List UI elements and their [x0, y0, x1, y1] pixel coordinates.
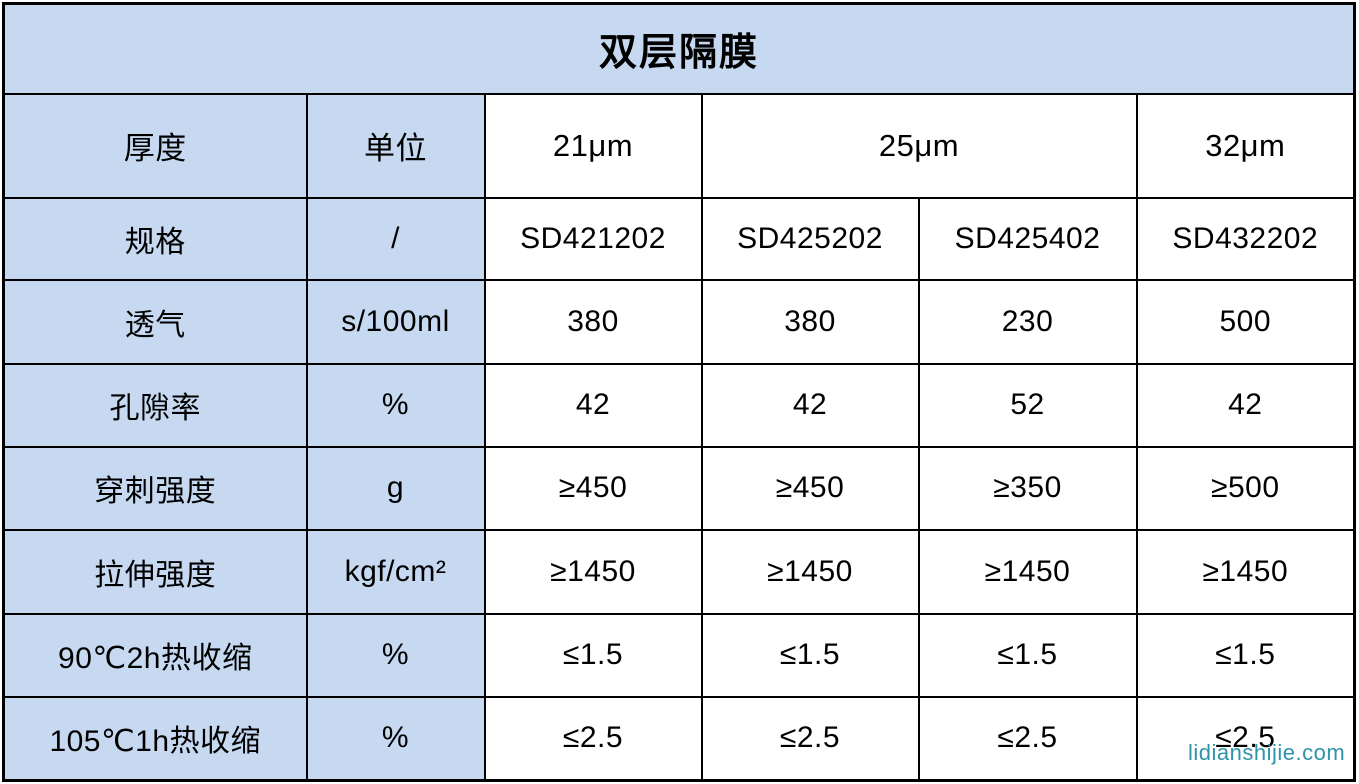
- row-label: 拉伸强度: [2, 528, 308, 615]
- table-row: 穿刺强度 g ≥450 ≥450 ≥350 ≥500: [2, 445, 1356, 531]
- value-cell: ≤2.5: [483, 695, 703, 782]
- value-cell: ≥1450: [483, 528, 703, 615]
- row-unit: /: [305, 196, 486, 281]
- value-cell: 380: [700, 278, 920, 365]
- value-cell: ≤1.5: [700, 612, 920, 698]
- row-label: 透气: [2, 278, 308, 365]
- table-row: 90℃2h热收缩 % ≤1.5 ≤1.5 ≤1.5 ≤1.5: [2, 612, 1356, 698]
- row-unit: %: [305, 695, 486, 782]
- value-cell: SD425402: [917, 196, 1138, 281]
- value-cell: 52: [917, 362, 1138, 448]
- value-cell: ≥500: [1135, 445, 1356, 531]
- column-header-25um: 25μm: [700, 92, 1138, 199]
- table-row: 规格 / SD421202 SD425202 SD425402 SD432202: [2, 196, 1356, 281]
- value-cell: ≤1.5: [917, 612, 1138, 698]
- row-label: 105℃1h热收缩: [2, 695, 308, 782]
- table-row: 105℃1h热收缩 % ≤2.5 ≤2.5 ≤2.5 ≤2.5: [2, 695, 1356, 782]
- row-label: 90℃2h热收缩: [2, 612, 308, 698]
- value-cell: ≤2.5: [700, 695, 920, 782]
- table-title: 双层隔膜: [2, 2, 1356, 95]
- value-cell: ≥1450: [700, 528, 920, 615]
- column-header-thickness: 厚度: [2, 92, 308, 199]
- value-cell: SD421202: [483, 196, 703, 281]
- row-unit: %: [305, 612, 486, 698]
- value-cell: ≥1450: [917, 528, 1138, 615]
- value-cell: ≥450: [483, 445, 703, 531]
- column-header-21um: 21μm: [483, 92, 703, 199]
- table-row: 透气 s/100ml 380 380 230 500: [2, 278, 1356, 365]
- row-unit: g: [305, 445, 486, 531]
- value-cell: 500: [1135, 278, 1356, 365]
- value-cell: ≥1450: [1135, 528, 1356, 615]
- table-row: 孔隙率 % 42 42 52 42: [2, 362, 1356, 448]
- value-cell: 230: [917, 278, 1138, 365]
- value-cell: SD432202: [1135, 196, 1356, 281]
- row-label: 孔隙率: [2, 362, 308, 448]
- value-cell: ≥450: [700, 445, 920, 531]
- value-cell: 42: [483, 362, 703, 448]
- value-cell: ≤1.5: [1135, 612, 1356, 698]
- value-cell: ≤1.5: [483, 612, 703, 698]
- row-unit: kgf/cm²: [305, 528, 486, 615]
- column-header-unit: 单位: [305, 92, 486, 199]
- row-label: 规格: [2, 196, 308, 281]
- site-watermark: lidianshijie.com: [1188, 740, 1346, 765]
- column-header-32um: 32μm: [1135, 92, 1356, 199]
- table-row: 拉伸强度 kgf/cm² ≥1450 ≥1450 ≥1450 ≥1450: [2, 528, 1356, 615]
- row-label: 穿刺强度: [2, 445, 308, 531]
- row-unit: %: [305, 362, 486, 448]
- value-cell: SD425202: [700, 196, 920, 281]
- row-unit: s/100ml: [305, 278, 486, 365]
- value-cell: ≤2.5: [1135, 695, 1356, 782]
- value-cell: ≤2.5: [917, 695, 1138, 782]
- value-cell: ≥350: [917, 445, 1138, 531]
- value-cell: 42: [1135, 362, 1356, 448]
- value-cell: 380: [483, 278, 703, 365]
- value-cell: 42: [700, 362, 920, 448]
